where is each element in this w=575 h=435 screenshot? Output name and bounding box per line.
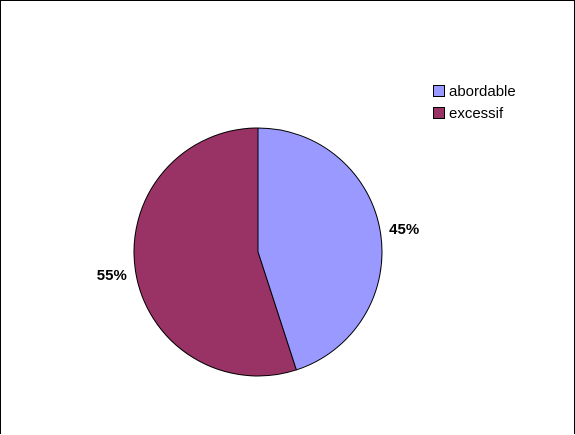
legend-item-excessif: excessif bbox=[433, 102, 516, 124]
data-label-excessif: 55% bbox=[97, 267, 127, 284]
pie-slice-excessif bbox=[133, 127, 297, 377]
legend-swatch-excessif bbox=[433, 107, 445, 119]
legend-item-abordable: abordable bbox=[433, 80, 516, 102]
data-label-abordable: 45% bbox=[389, 221, 419, 238]
pie-slice-abordable bbox=[257, 127, 383, 371]
legend-swatch-abordable bbox=[433, 85, 445, 97]
legend-label-abordable: abordable bbox=[449, 82, 516, 100]
legend: abordable excessif bbox=[433, 80, 516, 124]
legend-label-excessif: excessif bbox=[449, 104, 504, 122]
